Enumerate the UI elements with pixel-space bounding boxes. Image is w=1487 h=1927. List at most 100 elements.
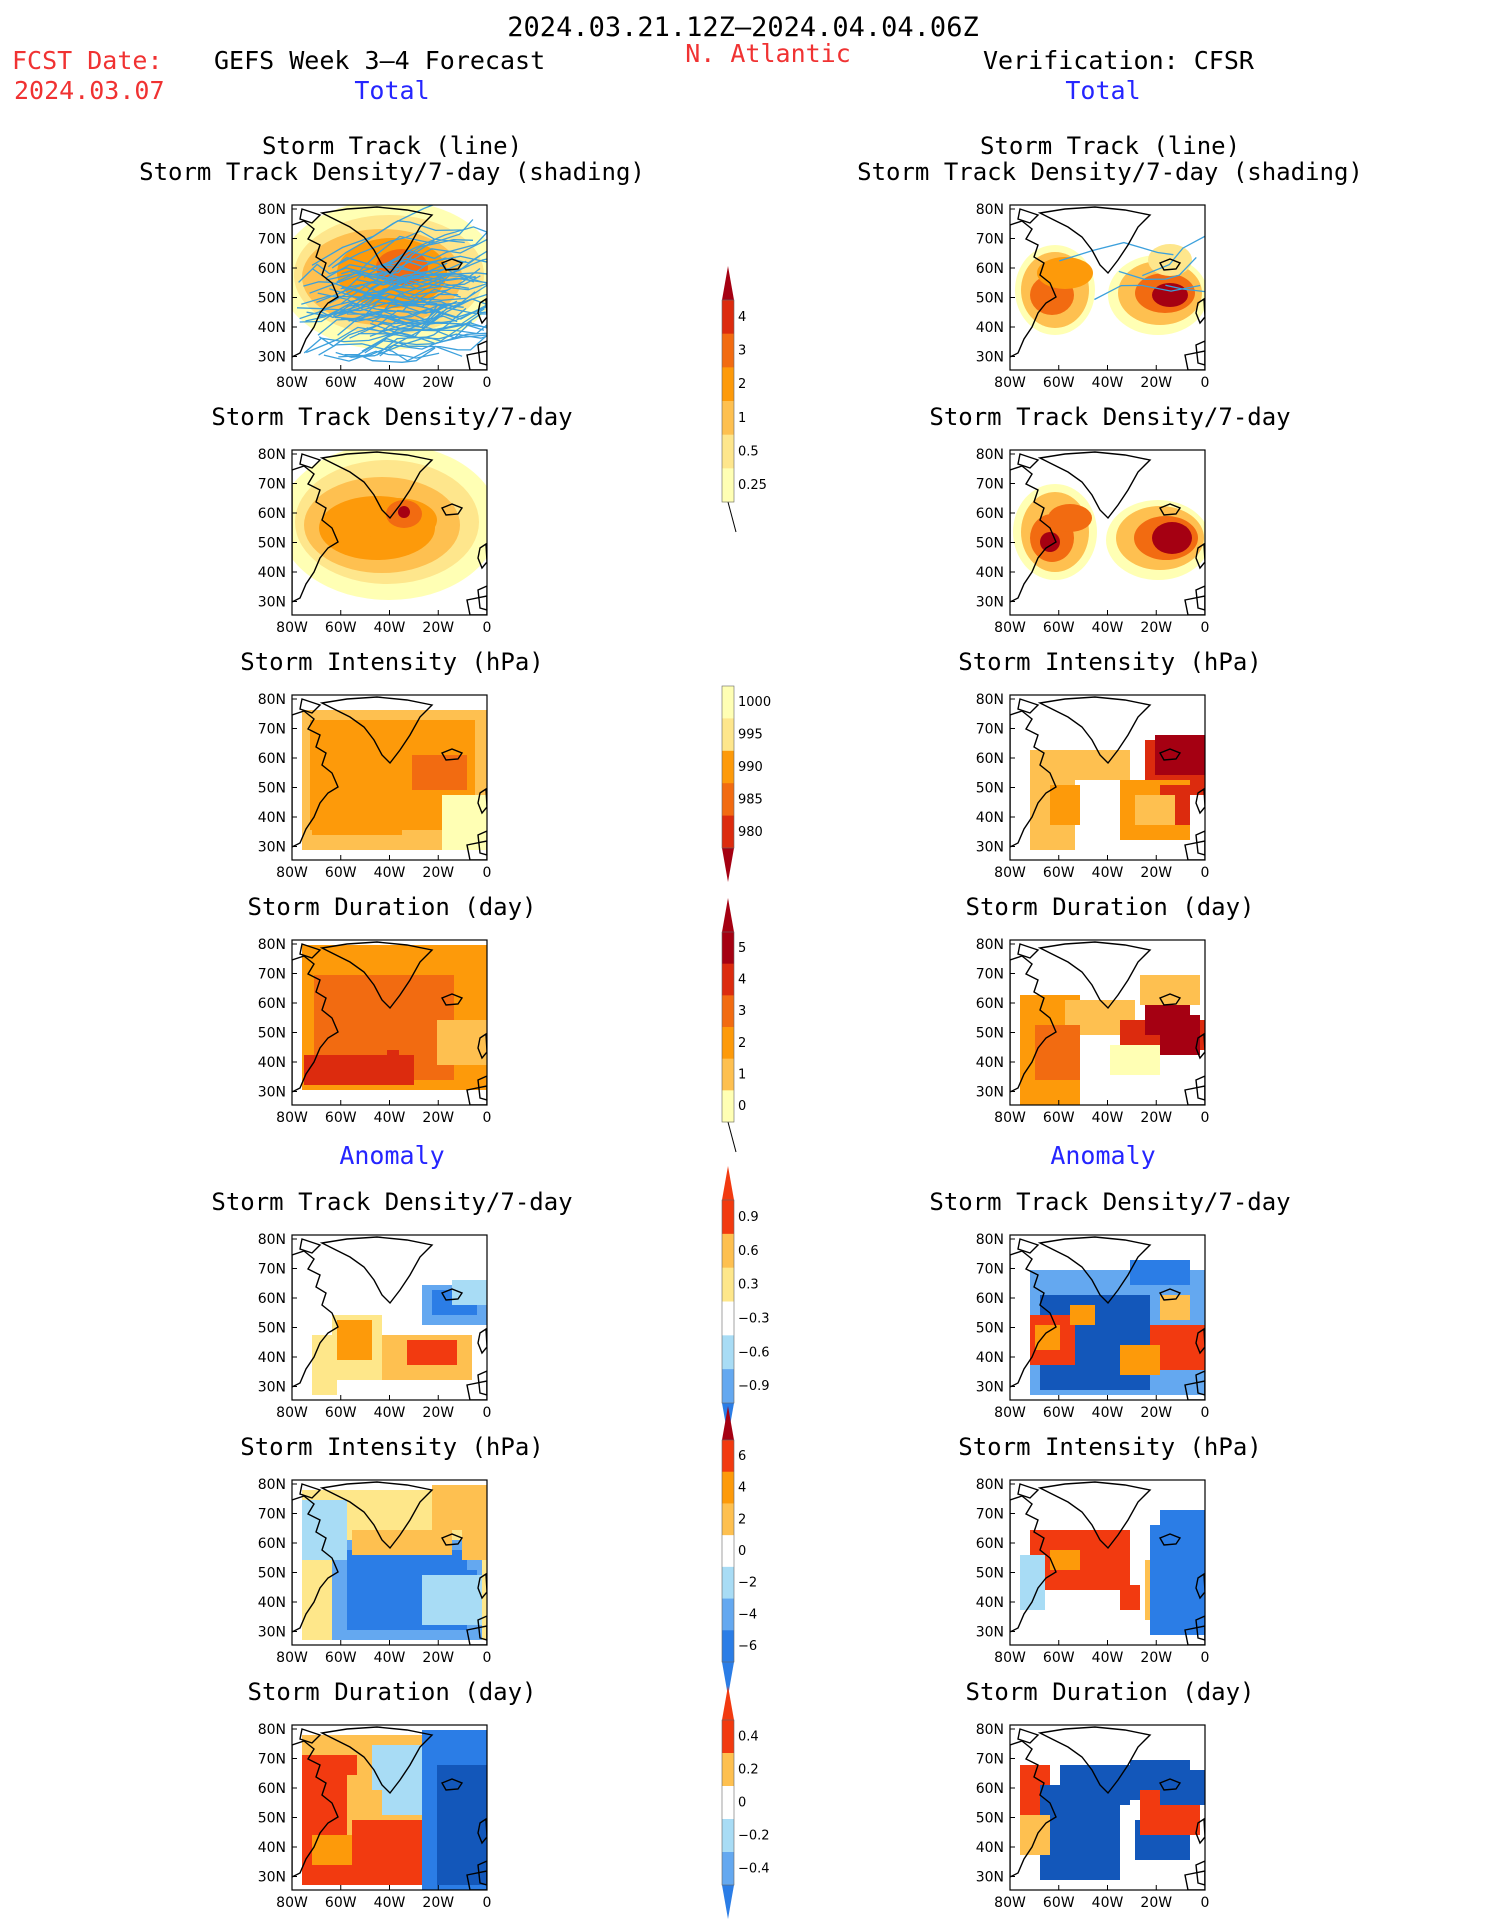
map-panel: 80N 70N 60N 50N 40N 30N 80W 60W 40W 20W 0 (258, 937, 492, 1126)
coastline-uk (477, 1572, 487, 1600)
coastline-africa (1184, 1085, 1205, 1105)
lat-tick-label: 60N (976, 751, 1004, 767)
coastline-baffin (299, 943, 322, 959)
colorbar-arrow-top (722, 1686, 734, 1720)
coastline-canada (1010, 955, 1057, 1093)
shading-cell (1020, 1815, 1050, 1855)
lon-tick-label: 60W (1043, 1110, 1075, 1126)
coastline-canada (1010, 710, 1057, 848)
map-field (1010, 205, 1205, 370)
lon-tick-label: 80W (994, 620, 1026, 636)
region-label: N. Atlantic (685, 39, 851, 68)
coastline-africa (466, 840, 487, 860)
lon-tick-label: 80W (994, 1650, 1026, 1666)
lon-tick-label: 80W (994, 375, 1026, 391)
panel-title-track-left: Storm Track (line) (261, 132, 523, 160)
map-field (1010, 940, 1205, 1105)
lon-tick-label: 80W (276, 1405, 308, 1421)
storm-track (383, 250, 487, 268)
lon-tick-label: 60W (325, 375, 357, 391)
colorbar-tick-label: −0.9 (738, 1379, 770, 1394)
lat-tick-label: 30N (976, 595, 1004, 611)
storm-track (339, 271, 476, 294)
lat-tick-label: 40N (258, 1055, 286, 1071)
colorbar-segment (722, 401, 734, 436)
lon-tick-label: 80W (276, 865, 308, 881)
lon-tick-label: 40W (374, 1405, 406, 1421)
shading-cell (1152, 522, 1192, 554)
lon-tick-label: 40W (374, 865, 406, 881)
lat-tick-label: 50N (976, 291, 1004, 307)
lon-tick-label: 40W (374, 1110, 406, 1126)
storm-track (357, 254, 481, 281)
lat-tick-label: 70N (976, 1752, 1004, 1768)
coastline-iceland (440, 748, 464, 761)
shading-cell (1035, 1025, 1080, 1080)
storm-track (1165, 284, 1205, 293)
colorbar-segment (722, 300, 734, 335)
map-field (1010, 450, 1205, 615)
shading-cell (1160, 1770, 1205, 1805)
coastline-iceland (1158, 1533, 1182, 1546)
colorbar-segment (722, 1301, 734, 1336)
lon-tick-label: 0 (483, 1650, 492, 1666)
coastline-uk (1195, 787, 1205, 815)
storm-track (379, 334, 487, 357)
colorbar-tick-label: 5 (738, 941, 746, 956)
shading-cell (337, 1320, 372, 1360)
storm-track (332, 298, 472, 323)
storm-track (383, 332, 487, 346)
lon-tick-label: 60W (325, 1405, 357, 1421)
section-anomaly-right: Anomaly (1050, 1141, 1156, 1170)
shading-cell (387, 1050, 399, 1062)
shading-cell (1050, 785, 1080, 825)
colorbar-tick-label: 0.2 (738, 1763, 759, 1778)
colorbar-segment (722, 1503, 734, 1536)
coastline-uk (477, 1817, 487, 1845)
lat-tick-label: 60N (976, 996, 1004, 1012)
lat-tick-label: 50N (258, 781, 286, 797)
lon-tick-label: 20W (1140, 1110, 1172, 1126)
shading-cell (442, 795, 487, 850)
shading-cell (1155, 735, 1205, 775)
lon-tick-label: 40W (374, 375, 406, 391)
colorbar-tick-label: −0.4 (738, 1862, 770, 1877)
lat-tick-label: 30N (258, 840, 286, 856)
lon-tick-label: 80W (276, 1110, 308, 1126)
lat-tick-label: 40N (976, 320, 1004, 336)
coastline-iberia (477, 585, 487, 611)
coastline-canada (1010, 1740, 1057, 1878)
coastline-baffin (1017, 208, 1040, 224)
colorbar: 4 3 2 1 0.5 0.25 (721, 266, 767, 533)
map-field (1010, 1480, 1205, 1645)
shading-cell (1120, 1345, 1160, 1375)
coastline-iceland (1158, 1778, 1182, 1791)
fcst-date-label: FCST Date: (12, 46, 163, 75)
coastline-baffin (299, 698, 322, 714)
colorbar-tick-label: 1000 (738, 695, 771, 710)
storm-track (1142, 235, 1205, 277)
lat-tick-label: 50N (258, 1811, 286, 1827)
coastline-iceland (1158, 748, 1182, 761)
colorbar-tick-label: 2 (738, 1512, 746, 1527)
lat-tick-label: 80N (258, 937, 286, 953)
fcst-date: 2024.03.07 (14, 76, 165, 105)
coastline-africa (1184, 350, 1205, 370)
lon-tick-label: 20W (1140, 620, 1172, 636)
lat-tick-label: 60N (976, 1291, 1004, 1307)
lat-tick-label: 70N (258, 232, 286, 248)
shading-cell (1037, 257, 1093, 289)
map-panel: 80N 70N 60N 50N 40N 30N 80W 60W 40W 20W 0 (976, 447, 1210, 636)
panel-title-intensity-right: Storm Intensity (hPa) (958, 648, 1262, 676)
lon-tick-label: 0 (1201, 1405, 1210, 1421)
coastline-iceland (440, 993, 464, 1006)
storm-track (385, 231, 487, 268)
coastline-iceland (440, 1778, 464, 1791)
colorbar-segment (722, 750, 734, 784)
coastline-greenland (319, 1726, 434, 1795)
coastline-iberia (477, 1370, 487, 1396)
coastline-africa (1184, 840, 1205, 860)
lat-tick-label: 40N (976, 1055, 1004, 1071)
colorbar-segment (722, 932, 734, 965)
verification-label: Verification: CFSR (983, 46, 1254, 75)
